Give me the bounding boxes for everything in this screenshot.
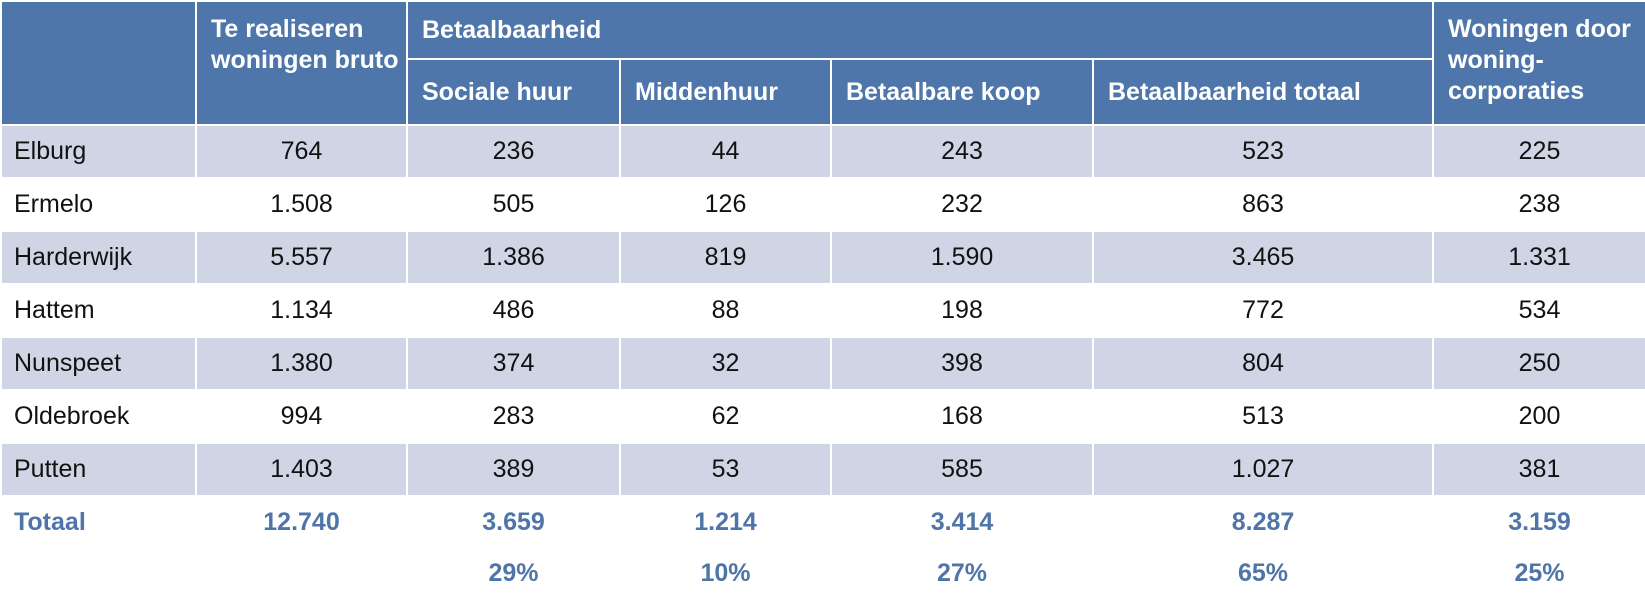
cell-totaal: 523 bbox=[1092, 124, 1434, 179]
cell-corp: 1.331 bbox=[1432, 230, 1645, 285]
cell-bruto: 764 bbox=[195, 124, 408, 179]
cell-koop: 27% bbox=[830, 548, 1094, 598]
cell-name: Elburg bbox=[0, 124, 197, 179]
header-sociale-huur: Sociale huur bbox=[406, 58, 621, 126]
cell-midden: 32 bbox=[619, 336, 832, 391]
table-row: Ermelo 1.508 505 126 232 863 238 bbox=[0, 177, 1645, 232]
header-betaalbaarheid-totaal: Betaalbaarheid totaal bbox=[1092, 58, 1434, 126]
cell-name: Nunspeet bbox=[0, 336, 197, 391]
cell-totaal: 65% bbox=[1092, 548, 1434, 598]
cell-midden: 10% bbox=[619, 548, 832, 598]
cell-bruto: 1.403 bbox=[195, 442, 408, 497]
table-row: Hattem 1.134 486 88 198 772 534 bbox=[0, 283, 1645, 338]
cell-sociale: 374 bbox=[406, 336, 621, 391]
cell-totaal: 513 bbox=[1092, 389, 1434, 444]
total-row: Totaal 12.740 3.659 1.214 3.414 8.287 3.159 bbox=[0, 495, 1645, 550]
header-bruto: Te realiseren woningen bruto bbox=[195, 0, 408, 126]
cell-sociale: 389 bbox=[406, 442, 621, 497]
cell-sociale: 1.386 bbox=[406, 230, 621, 285]
cell-totaal: 772 bbox=[1092, 283, 1434, 338]
cell-midden: 53 bbox=[619, 442, 832, 497]
cell-name: Oldebroek bbox=[0, 389, 197, 444]
cell-bruto: 5.557 bbox=[195, 230, 408, 285]
cell-koop: 1.590 bbox=[830, 230, 1094, 285]
cell-name: Putten bbox=[0, 442, 197, 497]
cell-name bbox=[0, 548, 197, 598]
cell-koop: 398 bbox=[830, 336, 1094, 391]
cell-name: Ermelo bbox=[0, 177, 197, 232]
table-row: Harderwijk 5.557 1.386 819 1.590 3.465 1.331 bbox=[0, 230, 1645, 285]
cell-sociale: 236 bbox=[406, 124, 621, 179]
cell-koop: 3.414 bbox=[830, 495, 1094, 550]
cell-corp: 3.159 bbox=[1432, 495, 1645, 550]
cell-koop: 243 bbox=[830, 124, 1094, 179]
cell-corp: 225 bbox=[1432, 124, 1645, 179]
header-empty bbox=[0, 0, 197, 126]
cell-koop: 585 bbox=[830, 442, 1094, 497]
header-betaalbare-koop: Betaalbare koop bbox=[830, 58, 1094, 126]
cell-sociale: 505 bbox=[406, 177, 621, 232]
cell-bruto bbox=[195, 548, 408, 598]
cell-name: Harderwijk bbox=[0, 230, 197, 285]
cell-bruto: 1.508 bbox=[195, 177, 408, 232]
cell-totaal: 863 bbox=[1092, 177, 1434, 232]
cell-midden: 819 bbox=[619, 230, 832, 285]
cell-totaal: 1.027 bbox=[1092, 442, 1434, 497]
cell-name: Totaal bbox=[0, 495, 197, 550]
cell-sociale: 3.659 bbox=[406, 495, 621, 550]
cell-midden: 1.214 bbox=[619, 495, 832, 550]
cell-corp: 381 bbox=[1432, 442, 1645, 497]
cell-midden: 126 bbox=[619, 177, 832, 232]
table-row: Nunspeet 1.380 374 32 398 804 250 bbox=[0, 336, 1645, 391]
cell-sociale: 283 bbox=[406, 389, 621, 444]
cell-bruto: 1.380 bbox=[195, 336, 408, 391]
cell-koop: 168 bbox=[830, 389, 1094, 444]
cell-corp: 238 bbox=[1432, 177, 1645, 232]
table-row: Putten 1.403 389 53 585 1.027 381 bbox=[0, 442, 1645, 497]
cell-totaal: 3.465 bbox=[1092, 230, 1434, 285]
cell-name: Hattem bbox=[0, 283, 197, 338]
header-middenhuur: Middenhuur bbox=[619, 58, 832, 126]
cell-bruto: 1.134 bbox=[195, 283, 408, 338]
cell-koop: 198 bbox=[830, 283, 1094, 338]
cell-midden: 62 bbox=[619, 389, 832, 444]
cell-corp: 534 bbox=[1432, 283, 1645, 338]
percent-row: 29% 10% 27% 65% 25% bbox=[0, 548, 1645, 598]
cell-sociale: 486 bbox=[406, 283, 621, 338]
cell-midden: 88 bbox=[619, 283, 832, 338]
cell-totaal: 8.287 bbox=[1092, 495, 1434, 550]
table-row: Oldebroek 994 283 62 168 513 200 bbox=[0, 389, 1645, 444]
cell-totaal: 804 bbox=[1092, 336, 1434, 391]
cell-sociale: 29% bbox=[406, 548, 621, 598]
housing-table: Te realiseren woningen bruto Betaalbaarh… bbox=[0, 0, 1645, 598]
table-row: Elburg 764 236 44 243 523 225 bbox=[0, 124, 1645, 179]
cell-corp: 25% bbox=[1432, 548, 1645, 598]
cell-bruto: 994 bbox=[195, 389, 408, 444]
header-betaalbaarheid: Betaalbaarheid bbox=[406, 0, 1434, 60]
cell-koop: 232 bbox=[830, 177, 1094, 232]
cell-bruto: 12.740 bbox=[195, 495, 408, 550]
header-corporaties: Woningen door woning-corporaties bbox=[1432, 0, 1645, 126]
cell-corp: 200 bbox=[1432, 389, 1645, 444]
cell-midden: 44 bbox=[619, 124, 832, 179]
cell-corp: 250 bbox=[1432, 336, 1645, 391]
